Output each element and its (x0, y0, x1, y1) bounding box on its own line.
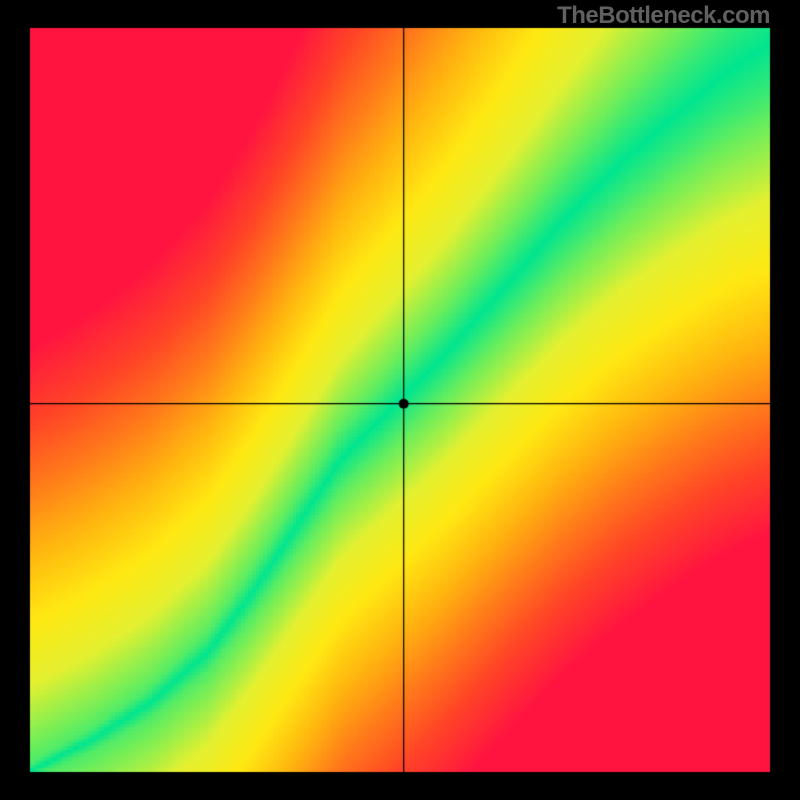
chart-container: TheBottleneck.com (0, 0, 800, 800)
watermark-text: TheBottleneck.com (557, 2, 770, 30)
heatmap-canvas (0, 0, 800, 800)
